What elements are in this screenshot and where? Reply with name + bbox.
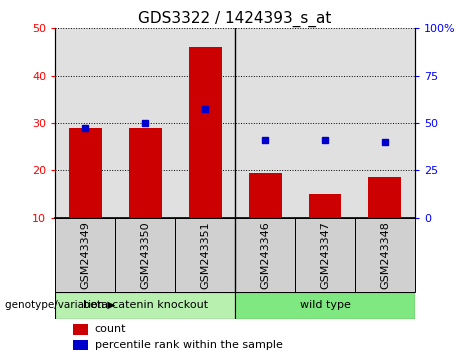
Bar <box>235 218 295 292</box>
Bar <box>308 194 342 218</box>
Bar <box>295 218 355 292</box>
Bar <box>115 218 175 292</box>
Text: GSM243347: GSM243347 <box>320 222 330 289</box>
Text: GSM243350: GSM243350 <box>140 222 150 289</box>
Bar <box>368 177 402 218</box>
Bar <box>235 292 415 319</box>
Bar <box>55 292 235 319</box>
Text: beta-catenin knockout: beta-catenin knockout <box>83 300 208 310</box>
Bar <box>129 128 162 218</box>
Title: GDS3322 / 1424393_s_at: GDS3322 / 1424393_s_at <box>138 11 332 27</box>
Bar <box>73 340 88 350</box>
Text: percentile rank within the sample: percentile rank within the sample <box>95 340 283 350</box>
Bar <box>189 47 222 218</box>
Text: genotype/variation ▶: genotype/variation ▶ <box>5 300 115 310</box>
Bar <box>55 218 115 292</box>
Bar <box>73 324 88 335</box>
Text: GSM243349: GSM243349 <box>80 222 90 289</box>
Text: GSM243351: GSM243351 <box>200 222 210 289</box>
Text: wild type: wild type <box>300 300 350 310</box>
Text: GSM243346: GSM243346 <box>260 222 270 289</box>
Bar <box>355 218 415 292</box>
Text: GSM243348: GSM243348 <box>380 222 390 289</box>
Text: count: count <box>95 324 126 334</box>
Bar <box>69 128 102 218</box>
Bar <box>175 218 235 292</box>
Bar <box>248 173 282 218</box>
